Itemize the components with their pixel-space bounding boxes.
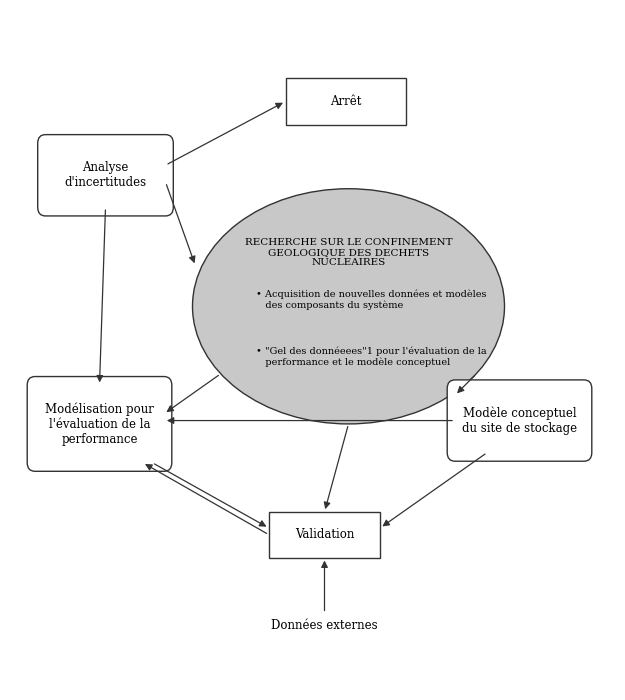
FancyBboxPatch shape [28,377,172,471]
Text: Modélisation pour
l'évaluation de la
performance: Modélisation pour l'évaluation de la per… [45,402,154,446]
FancyBboxPatch shape [448,380,592,461]
Text: • Acquisition de nouvelles données et modèles
   des composants du système: • Acquisition de nouvelles données et mo… [256,289,486,310]
Text: Modèle conceptuel
du site de stockage: Modèle conceptuel du site de stockage [462,406,577,435]
Ellipse shape [192,189,504,424]
Text: Analyse
d'incertitudes: Analyse d'incertitudes [64,161,146,189]
Text: • "Gel des donnéeees"1 pour l'évaluation de la
   performance et le modèle conce: • "Gel des donnéeees"1 pour l'évaluation… [256,346,486,367]
Bar [286,78,406,125]
Text: Données externes: Données externes [271,619,378,632]
Bar [269,512,380,558]
Text: Validation: Validation [295,528,354,541]
Text: RECHERCHE SUR LE CONFINEMENT
GEOLOGIQUE DES DECHETS
NUCLEAIRES: RECHERCHE SUR LE CONFINEMENT GEOLOGIQUE … [245,238,452,267]
FancyBboxPatch shape [38,134,173,216]
Text: Arrêt: Arrêt [330,95,361,108]
